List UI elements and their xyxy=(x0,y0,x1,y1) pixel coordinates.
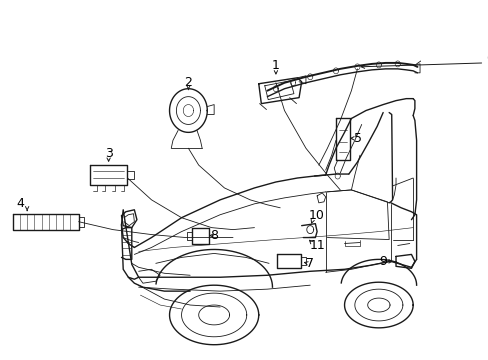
Text: 4: 4 xyxy=(16,197,24,210)
Text: 7: 7 xyxy=(305,257,314,270)
Text: 8: 8 xyxy=(210,229,218,242)
Text: 9: 9 xyxy=(378,255,386,268)
Text: 5: 5 xyxy=(353,132,362,145)
Text: 1: 1 xyxy=(271,59,279,72)
Text: 6: 6 xyxy=(486,53,488,66)
Text: 10: 10 xyxy=(308,209,325,222)
Text: 11: 11 xyxy=(308,239,325,252)
Text: 2: 2 xyxy=(184,76,192,89)
Text: 3: 3 xyxy=(104,147,112,160)
